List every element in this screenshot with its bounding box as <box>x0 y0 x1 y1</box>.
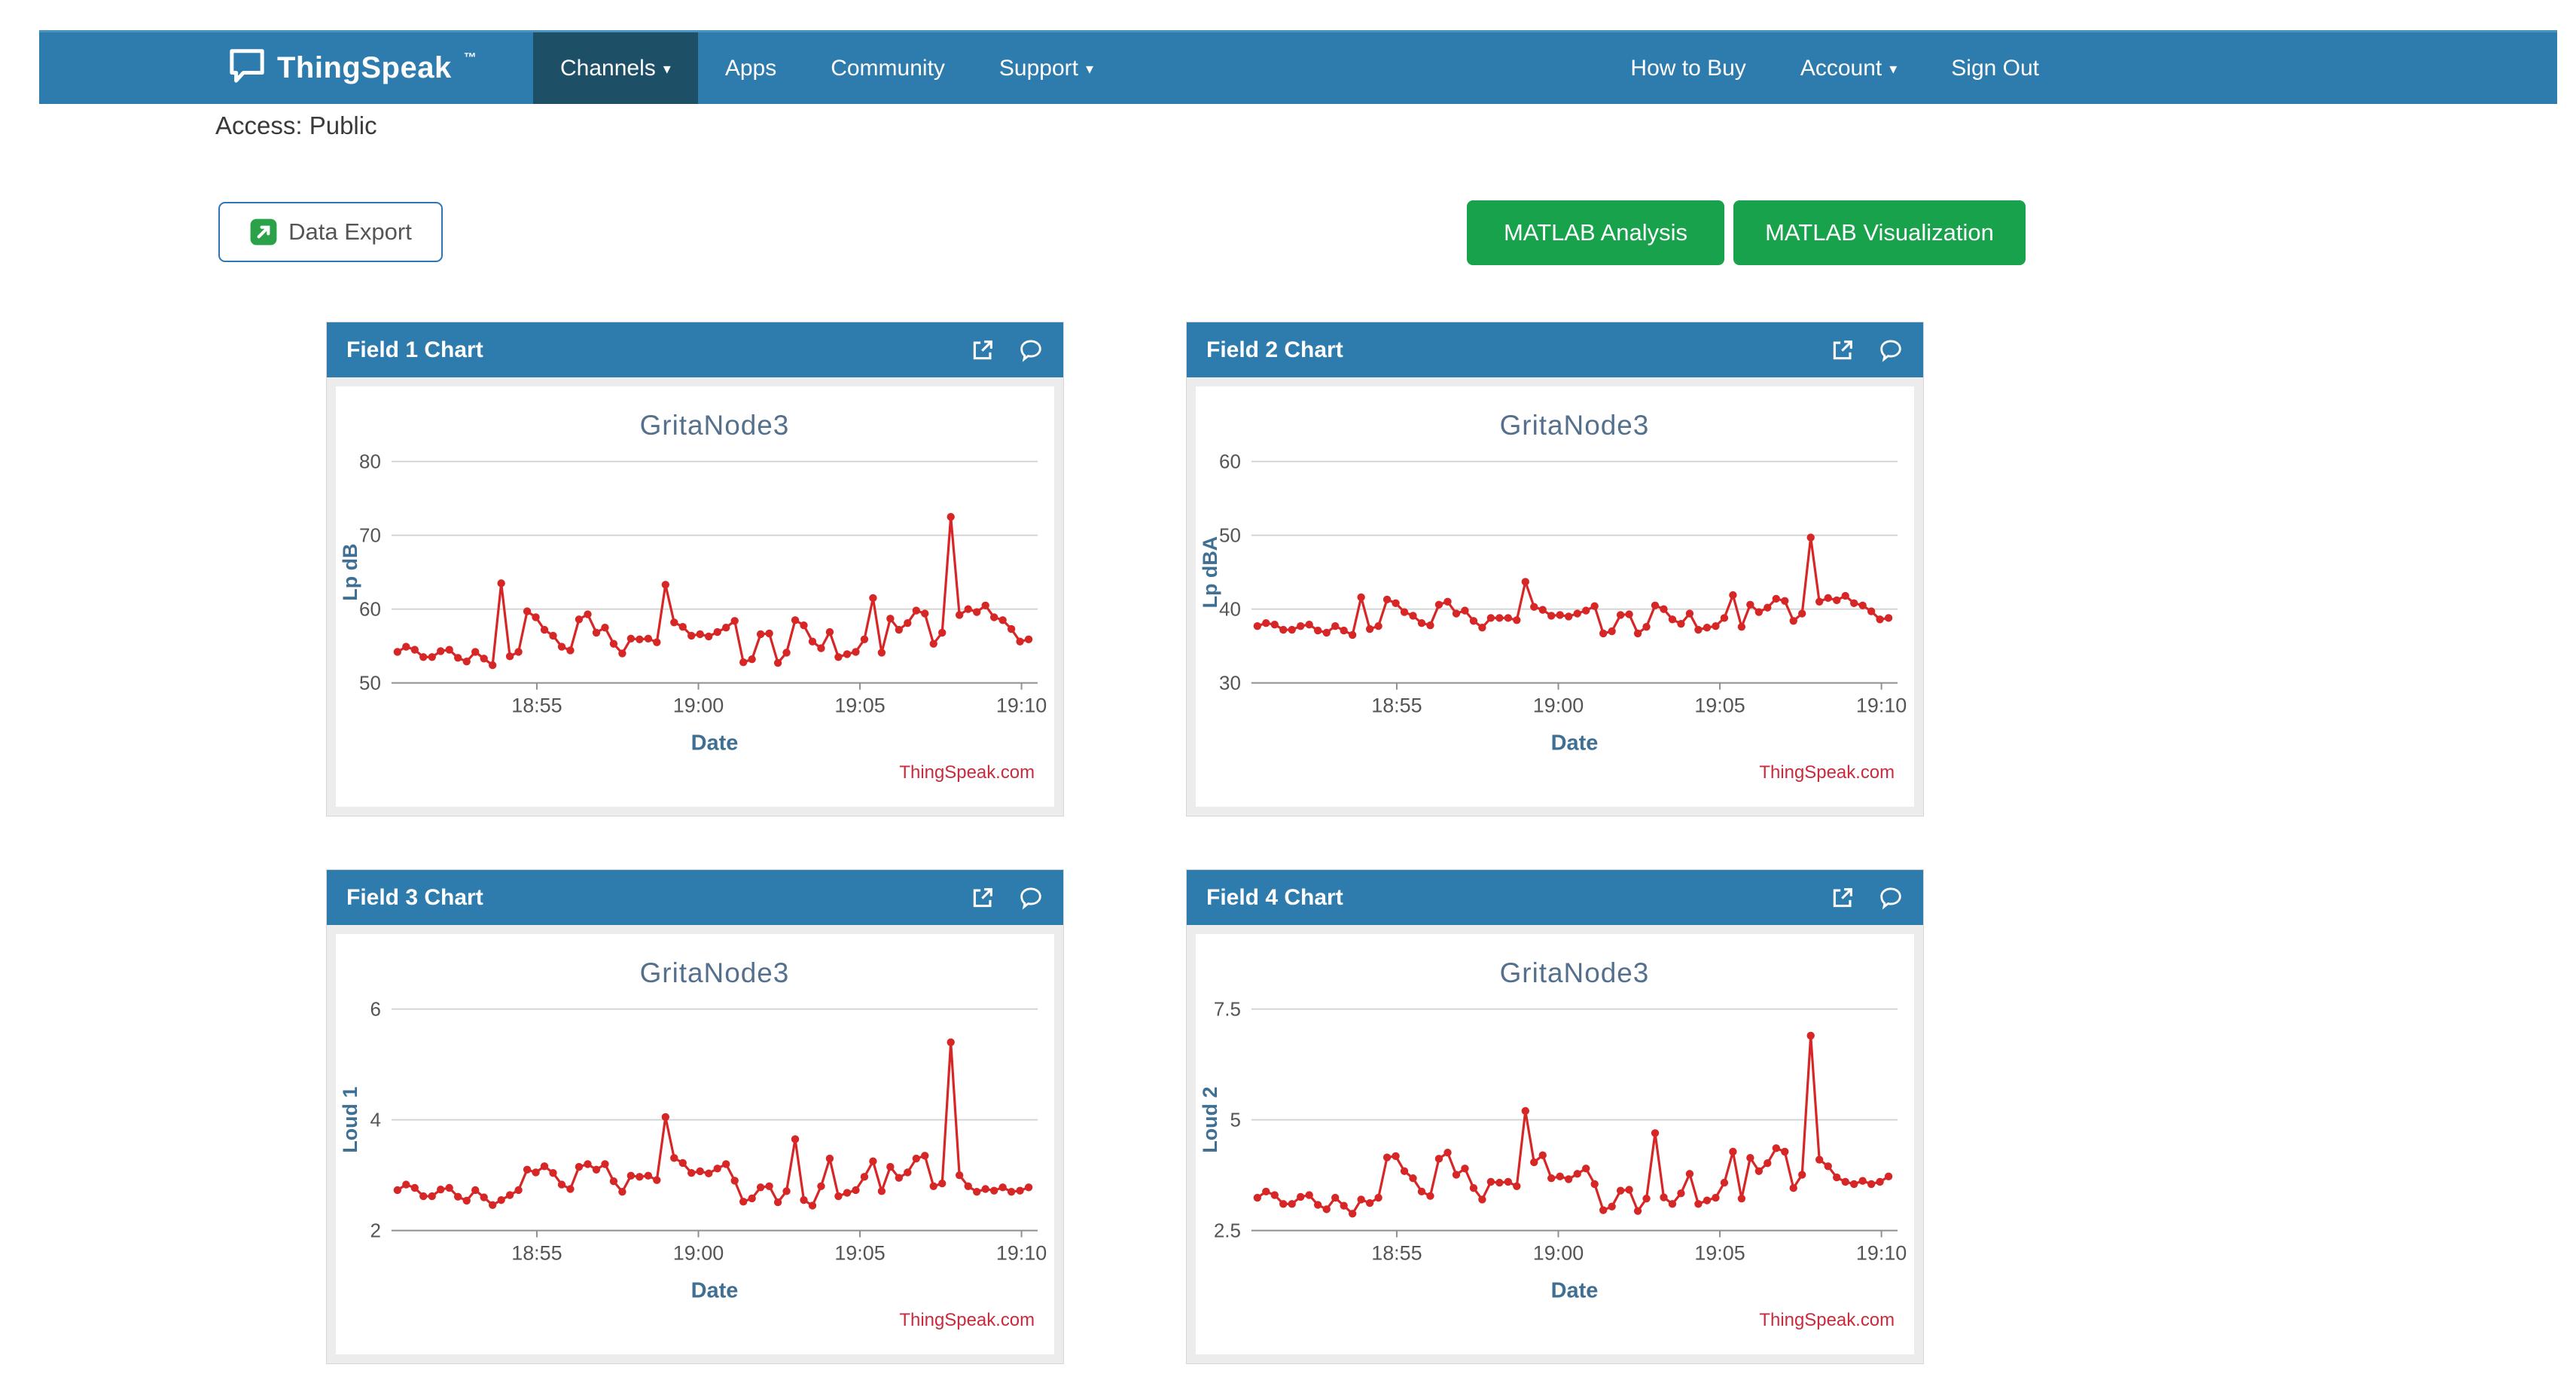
svg-text:18:55: 18:55 <box>511 1241 562 1264</box>
svg-text:Lp dBA: Lp dBA <box>1199 536 1221 609</box>
svg-text:GritaNode3: GritaNode3 <box>640 410 790 441</box>
field4-chart-area: GritaNode3 2.5 5 7.5 18:55 19:00 19:05 19:10 Lou… <box>1196 934 1914 1354</box>
svg-text:GritaNode3: GritaNode3 <box>1500 957 1650 988</box>
svg-text:5: 5 <box>1230 1110 1240 1131</box>
svg-text:Loud 1: Loud 1 <box>339 1087 361 1153</box>
svg-text:ThingSpeak.com: ThingSpeak.com <box>1759 1310 1895 1330</box>
brand-name: ThingSpeak <box>277 51 452 84</box>
nav-item-apps[interactable]: Apps <box>724 56 777 81</box>
panel-title: Field 4 Chart <box>1206 884 1343 910</box>
field2-panel-header: Field 2 Chart <box>1187 322 1923 377</box>
svg-text:2: 2 <box>370 1221 380 1242</box>
nav-item-account[interactable]: Account ▾ <box>1773 32 1924 104</box>
svg-text:Date: Date <box>691 1278 739 1302</box>
svg-text:6: 6 <box>370 1000 380 1021</box>
svg-text:18:55: 18:55 <box>1371 1241 1422 1264</box>
svg-text:19:10: 19:10 <box>996 694 1047 716</box>
svg-text:40: 40 <box>1219 600 1241 621</box>
svg-text:60: 60 <box>1219 452 1241 473</box>
nav-item-how-to-buy[interactable]: How to Buy <box>1630 56 1746 81</box>
svg-text:GritaNode3: GritaNode3 <box>640 957 790 988</box>
field2-chart-area: GritaNode3 30 40 50 60 18:55 19:00 19:05 19:10 Lp… <box>1196 386 1914 807</box>
svg-text:Date: Date <box>691 731 739 755</box>
field1-chart-panel: Field 1 Chart GritaNode3 50 60 70 80 18:55 19:… <box>326 322 1064 817</box>
field3-panel-header: Field 3 Chart <box>327 870 1063 925</box>
panel-title: Field 1 Chart <box>346 337 483 362</box>
svg-text:19:05: 19:05 <box>834 694 885 716</box>
top-navbar: ThingSpeak ™ Channels ▾ Apps Community Sup… <box>39 30 2557 104</box>
caret-down-icon: ▾ <box>1085 61 1094 78</box>
field3-line-chart: GritaNode3 2 4 6 18:55 19:00 19:05 19:10 Loud 1 D… <box>339 957 1047 1330</box>
nav-item-support[interactable]: Support ▾ <box>972 32 1120 104</box>
comment-bubble-icon[interactable] <box>1878 885 1904 911</box>
comment-bubble-icon[interactable] <box>1018 337 1044 363</box>
svg-text:Lp dB: Lp dB <box>339 544 361 601</box>
field4-panel-header: Field 4 Chart <box>1187 870 1923 925</box>
svg-text:50: 50 <box>359 673 381 694</box>
comment-bubble-icon[interactable] <box>1878 337 1904 363</box>
field2-line-chart: GritaNode3 30 40 50 60 18:55 19:00 19:05 19:10 Lp… <box>1199 410 1907 783</box>
panel-title: Field 3 Chart <box>346 884 483 910</box>
data-export-label: Data Export <box>288 218 412 245</box>
thingspeak-bubble-icon <box>227 47 267 90</box>
svg-text:19:10: 19:10 <box>1856 1241 1907 1264</box>
svg-text:7.5: 7.5 <box>1214 1000 1241 1021</box>
svg-text:19:05: 19:05 <box>1694 694 1745 716</box>
svg-text:Loud 2: Loud 2 <box>1199 1087 1221 1153</box>
svg-text:19:00: 19:00 <box>673 1241 724 1264</box>
svg-text:50: 50 <box>1219 526 1241 547</box>
caret-down-icon: ▾ <box>663 61 671 78</box>
svg-text:Date: Date <box>1551 731 1599 755</box>
external-link-icon[interactable] <box>1830 337 1855 363</box>
matlab-visualization-button[interactable]: MATLAB Visualization <box>1733 200 2026 265</box>
svg-text:Date: Date <box>1551 1278 1599 1302</box>
svg-text:19:00: 19:00 <box>1533 1241 1584 1264</box>
svg-text:ThingSpeak.com: ThingSpeak.com <box>899 762 1035 783</box>
svg-text:18:55: 18:55 <box>511 694 562 716</box>
external-link-icon[interactable] <box>970 885 995 911</box>
svg-text:19:00: 19:00 <box>673 694 724 716</box>
external-link-icon[interactable] <box>1830 885 1855 911</box>
nav-item-community[interactable]: Community <box>831 56 945 81</box>
field4-chart-panel: Field 4 Chart GritaNode3 2.5 5 7.5 18:55 19:0… <box>1186 869 1924 1364</box>
svg-text:ThingSpeak.com: ThingSpeak.com <box>1759 762 1895 783</box>
access-label: Access: Public <box>215 111 377 139</box>
nav-item-channels[interactable]: Channels ▾ <box>533 32 698 104</box>
field4-line-chart: GritaNode3 2.5 5 7.5 18:55 19:00 19:05 19:10 Lou… <box>1199 957 1907 1330</box>
data-export-button[interactable]: Data Export <box>218 202 443 262</box>
svg-text:2.5: 2.5 <box>1214 1221 1241 1242</box>
nav-item-sign-out[interactable]: Sign Out <box>1951 56 2039 81</box>
field3-chart-area: GritaNode3 2 4 6 18:55 19:00 19:05 19:10 Loud 1 D… <box>336 934 1054 1354</box>
svg-text:19:10: 19:10 <box>1856 694 1907 716</box>
svg-text:30: 30 <box>1219 673 1241 694</box>
field1-line-chart: GritaNode3 50 60 70 80 18:55 19:00 19:05 19:10 Lp… <box>339 410 1047 783</box>
svg-text:19:10: 19:10 <box>996 1241 1047 1264</box>
nav-right-menu: How to Buy Account ▾ Sign Out <box>1603 32 2066 104</box>
caret-down-icon: ▾ <box>1889 61 1898 78</box>
field1-chart-area: GritaNode3 50 60 70 80 18:55 19:00 19:05 19:10 Lp… <box>336 386 1054 807</box>
svg-text:19:05: 19:05 <box>834 1241 885 1264</box>
svg-text:60: 60 <box>359 600 381 621</box>
field2-chart-panel: Field 2 Chart GritaNode3 30 40 50 60 18:55 19:… <box>1186 322 1924 817</box>
nav-left-menu: Channels ▾ Apps Community Support ▾ <box>533 32 1120 104</box>
svg-text:19:05: 19:05 <box>1694 1241 1745 1264</box>
brand-trademark: ™ <box>463 50 477 65</box>
svg-text:ThingSpeak.com: ThingSpeak.com <box>899 1310 1035 1330</box>
comment-bubble-icon[interactable] <box>1018 885 1044 911</box>
external-link-icon[interactable] <box>970 337 995 363</box>
panel-title: Field 2 Chart <box>1206 337 1343 362</box>
field1-panel-header: Field 1 Chart <box>327 322 1063 377</box>
brand-logo[interactable]: ThingSpeak ™ <box>227 32 477 104</box>
svg-text:4: 4 <box>370 1110 380 1131</box>
export-arrow-icon <box>249 218 278 246</box>
svg-text:80: 80 <box>359 452 381 473</box>
svg-text:GritaNode3: GritaNode3 <box>1500 410 1650 441</box>
svg-text:18:55: 18:55 <box>1371 694 1422 716</box>
svg-text:70: 70 <box>359 526 381 547</box>
field3-chart-panel: Field 3 Chart GritaNode3 2 4 6 18:55 19:00 19:… <box>326 869 1064 1364</box>
matlab-analysis-button[interactable]: MATLAB Analysis <box>1467 200 1724 265</box>
svg-text:19:00: 19:00 <box>1533 694 1584 716</box>
